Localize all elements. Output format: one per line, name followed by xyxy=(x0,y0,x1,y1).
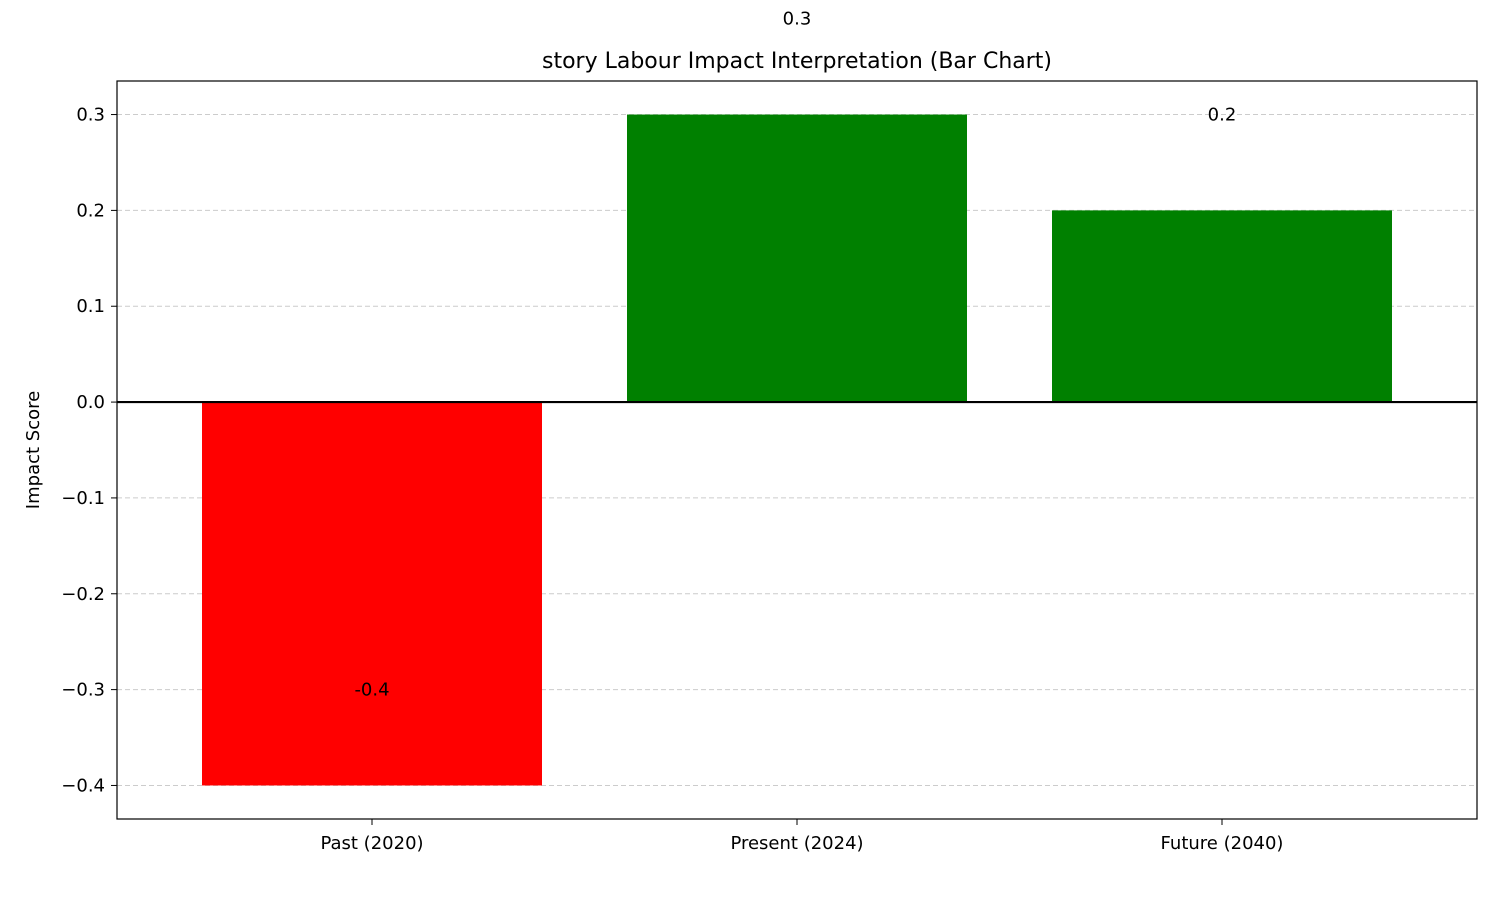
bar xyxy=(627,114,967,403)
y-tick-label: −0.3 xyxy=(61,680,105,701)
y-tick-label: 0.0 xyxy=(76,392,105,413)
data-labels: -0.4 0.3 0.2 xyxy=(354,9,1236,701)
y-axis-ticks: 0.3 0.2 0.1 0.0 −0.1 −0.2 −0.3 −0.4 xyxy=(61,105,117,796)
bar xyxy=(202,402,542,786)
x-tick-label: Present (2024) xyxy=(730,833,863,854)
data-label: -0.4 xyxy=(354,680,389,701)
data-label: 0.2 xyxy=(1208,105,1237,126)
data-label: 0.3 xyxy=(783,9,812,30)
bars xyxy=(202,114,1392,786)
y-tick-label: −0.4 xyxy=(61,775,105,796)
x-tick-label: Past (2020) xyxy=(320,833,423,854)
y-tick-label: 0.2 xyxy=(76,200,105,221)
bar xyxy=(1052,210,1392,403)
y-tick-label: −0.1 xyxy=(61,488,105,509)
y-tick-label: 0.1 xyxy=(76,296,105,317)
y-tick-label: −0.2 xyxy=(61,584,105,605)
y-tick-label: 0.3 xyxy=(76,105,105,126)
x-axis-ticks: Past (2020) Present (2024) Future (2040) xyxy=(320,819,1283,854)
y-axis-label: Impact Score xyxy=(23,391,44,509)
x-tick-label: Future (2040) xyxy=(1161,833,1284,854)
chart-title: story Labour Impact Interpretation (Bar … xyxy=(542,49,1052,74)
